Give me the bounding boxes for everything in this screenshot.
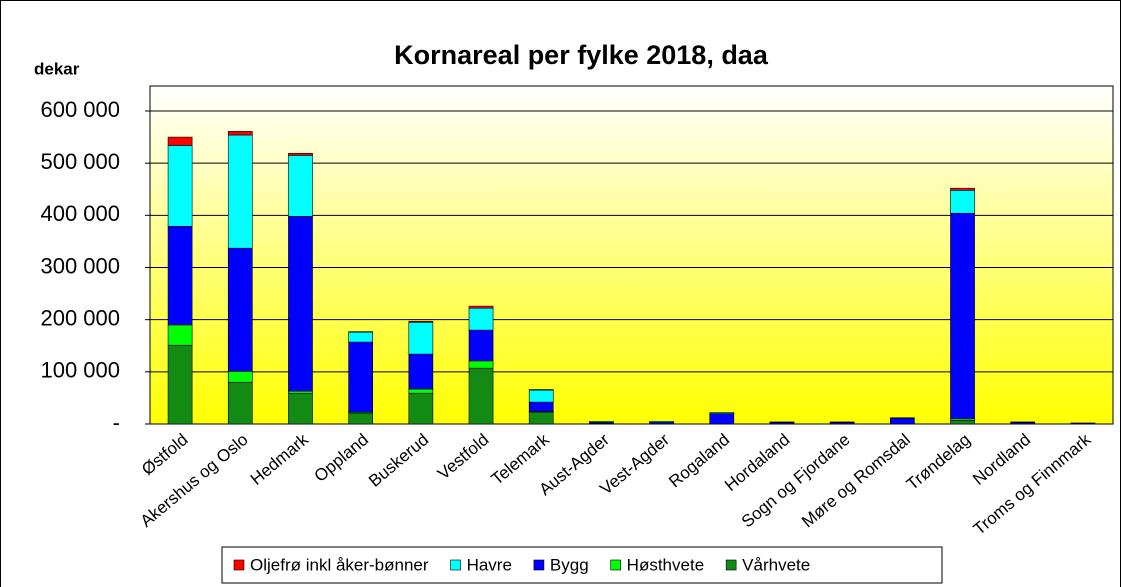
legend-swatch [233, 559, 245, 571]
bar-segment [288, 152, 313, 156]
bar-segment [890, 417, 915, 419]
y-tick-label: 100 000 [40, 358, 120, 383]
bar-segment [288, 390, 313, 394]
bar-segment [890, 417, 915, 425]
bar-segment [408, 353, 434, 390]
bar-segment [227, 134, 253, 249]
bar-segment [348, 331, 373, 333]
bar-segment [950, 189, 975, 214]
legend-label: Høsthvete [627, 555, 704, 574]
bar-segment [227, 371, 253, 383]
chart-title: Kornareal per fylke 2018, daa [394, 40, 769, 70]
bar-segment [829, 421, 855, 423]
bar-segment [1070, 422, 1096, 425]
legend-swatch [450, 559, 461, 571]
bar-segment [348, 331, 373, 343]
bar-segment [468, 305, 494, 309]
bar-segment [1010, 421, 1036, 423]
y-tick-label: 200 000 [40, 305, 120, 330]
bar-segment [288, 216, 313, 392]
bar-segment [950, 420, 975, 425]
bar-segment [167, 136, 193, 146]
bar-segment [408, 388, 434, 394]
legend-label: Bygg [550, 555, 589, 574]
bar-segment [468, 360, 494, 369]
bar-segment [950, 212, 975, 420]
bar-segment [709, 412, 735, 414]
bar-segment [288, 392, 313, 425]
bar-segment [408, 392, 434, 425]
y-tick-label: 500 000 [40, 149, 120, 174]
bar-segment [528, 411, 554, 425]
bar-segment [589, 421, 614, 423]
y-tick-label: - [113, 410, 120, 435]
legend-label: Vårhvete [742, 555, 810, 574]
bar-segment [167, 324, 193, 346]
bar-segment [709, 413, 735, 425]
legend [221, 546, 943, 584]
legend-label: Oljefrø inkl åker-bønner [250, 555, 429, 574]
legend-label: Havre [467, 555, 512, 574]
bar-segment [288, 155, 313, 217]
bar-segment [649, 421, 674, 423]
bar-segment [468, 307, 494, 331]
y-axis-label: dekar [34, 59, 80, 78]
bar-segment [408, 320, 434, 323]
bar-segment [468, 329, 494, 362]
legend-swatch [610, 559, 621, 571]
bar-segment [167, 225, 193, 326]
bar-segment [408, 321, 434, 355]
y-tick-label: 400 000 [40, 201, 120, 226]
bar-segment [528, 401, 554, 412]
y-tick-label: 600 000 [40, 97, 120, 122]
bar-segment [528, 389, 554, 391]
bar-segment [468, 367, 494, 425]
bar-segment [167, 145, 193, 227]
bar-segment [348, 341, 373, 413]
bar-segment [528, 389, 554, 403]
bar-segment [227, 247, 253, 372]
y-tick-label: 300 000 [40, 253, 120, 278]
bar-segment [227, 381, 253, 425]
bar-segment [950, 187, 975, 191]
legend-swatch [725, 559, 737, 571]
bar-segment [227, 131, 253, 136]
bar-segment [167, 344, 193, 425]
bar-segment [769, 421, 795, 423]
bar-segment [348, 412, 373, 425]
legend-swatch [533, 559, 545, 571]
